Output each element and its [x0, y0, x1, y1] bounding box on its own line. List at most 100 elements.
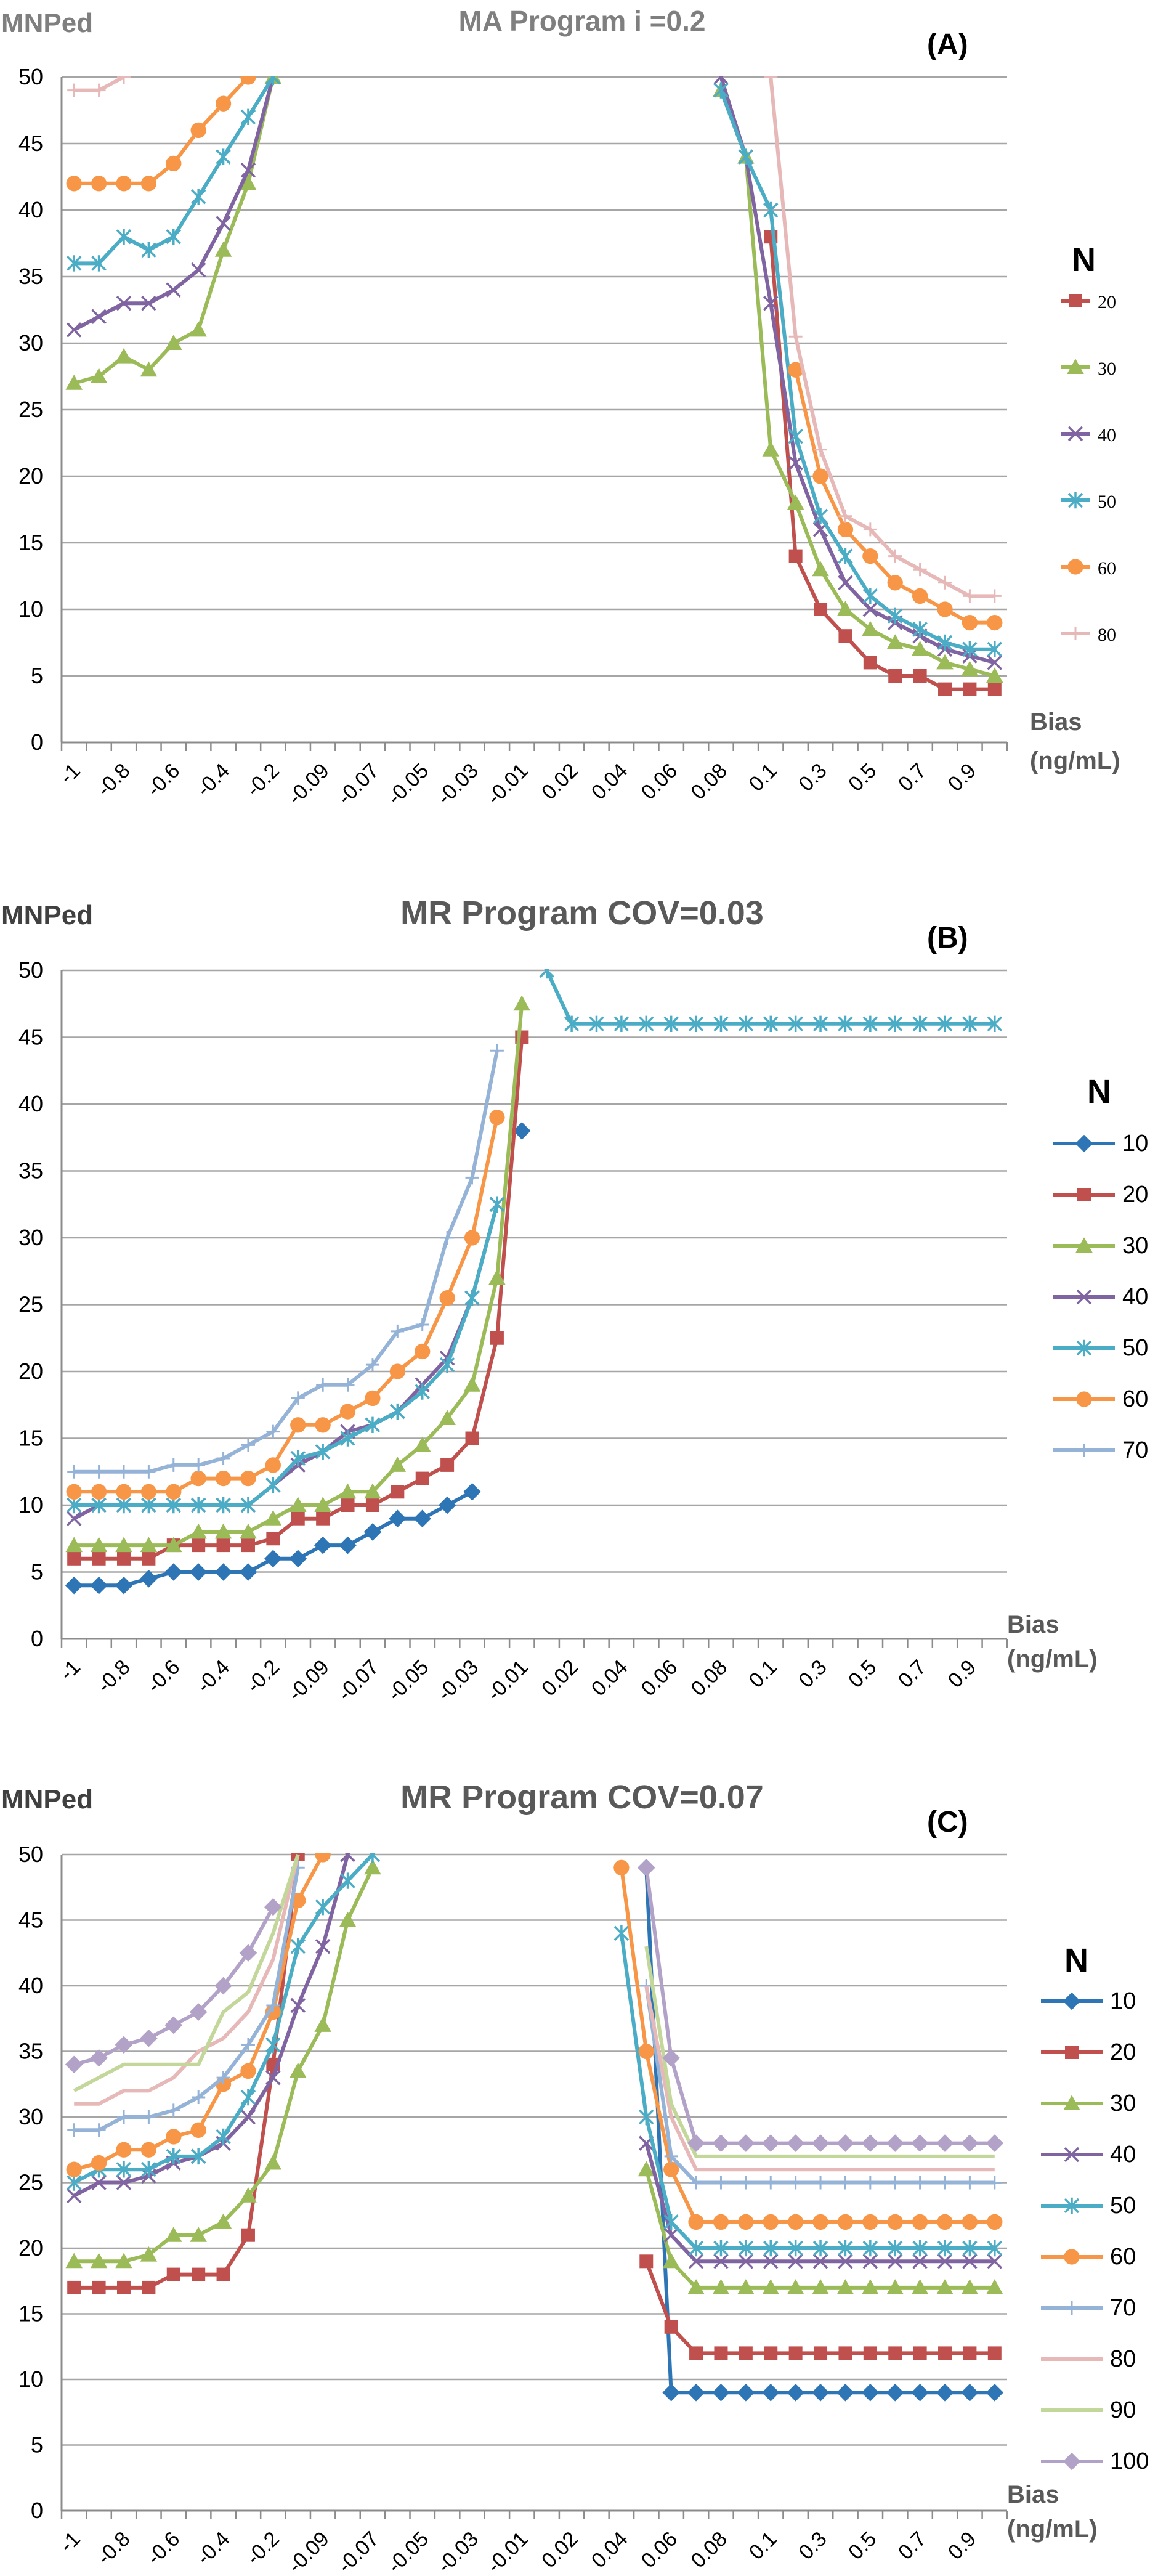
x-tick-label: -0.07: [333, 1656, 384, 1706]
series-30-point: [836, 601, 854, 616]
series-50-point: [166, 229, 182, 245]
legend-label: 90: [1110, 2397, 1136, 2423]
series-60-point: [787, 2214, 804, 2230]
x-tick-label: 0.1: [745, 2527, 782, 2564]
series-60-point: [862, 2214, 878, 2230]
legend-label: 30: [1110, 2090, 1136, 2116]
legend-label: 20: [1110, 2039, 1136, 2065]
series-30-point: [214, 1523, 232, 1539]
legend-label: 60: [1098, 558, 1116, 579]
series-20-point: [266, 1532, 280, 1546]
series-20-point: [764, 2346, 778, 2360]
series-50-point: [91, 255, 107, 272]
series-30-point: [662, 2253, 680, 2269]
series-20-point: [664, 2320, 678, 2334]
series-70-line: [74, 1867, 300, 2132]
series-20-point: [838, 2346, 852, 2360]
series-60-point: [166, 2129, 182, 2145]
series-100-point: [961, 2134, 979, 2152]
x-tick-label: -0.8: [92, 759, 134, 801]
series-30-point: [90, 1537, 108, 1553]
series-60-point: [389, 1363, 405, 1379]
series-40-point: [116, 2175, 132, 2190]
series-30-point: [115, 1537, 132, 1553]
y-tick-label: 0: [31, 2498, 43, 2523]
series-40-point: [66, 2188, 82, 2204]
x-tick-label: -0.09: [283, 2527, 334, 2576]
y-tick-label: 15: [18, 1426, 43, 1451]
series-30-point: [413, 1436, 431, 1452]
series-100-point: [811, 2134, 830, 2152]
series-70-point: [341, 1378, 355, 1392]
series-30: [65, 76, 1003, 683]
x-tick-label: 0.06: [637, 2527, 682, 2573]
legend-label: 40: [1122, 1284, 1148, 1310]
series-50-point: [66, 255, 82, 272]
x-tick-label: -0.4: [192, 759, 234, 801]
series-30-point: [364, 1859, 381, 1875]
legend-item: 60: [1061, 558, 1116, 579]
series-50-point: [987, 2240, 1003, 2257]
series-10-point: [189, 1563, 208, 1581]
series-50-point: [116, 1497, 132, 1514]
series-60-point: [912, 2214, 928, 2230]
series-60-point: [315, 1417, 331, 1433]
y-tick-label: 35: [18, 264, 43, 289]
series-70-point: [266, 1998, 280, 2012]
series-100-point: [886, 2134, 904, 2152]
legend-point: [1076, 1289, 1092, 1305]
series-20-point: [192, 2267, 206, 2281]
series-60-point: [365, 1390, 381, 1407]
legend-point: [1077, 1444, 1091, 1457]
series-30-point: [886, 2279, 904, 2294]
series-40-line: [73, 1854, 350, 2198]
series-10-point: [737, 2384, 755, 2402]
series-60-point: [190, 1470, 206, 1487]
series-20-point: [316, 1511, 330, 1526]
series-60-point: [91, 176, 107, 192]
series-40-point: [912, 2254, 928, 2269]
series-60-point: [116, 2142, 132, 2158]
series-30-point: [762, 2279, 779, 2294]
x-tick-label: -0.8: [92, 2527, 134, 2569]
series-50-line: [619, 1933, 995, 2250]
series-60-point: [912, 588, 928, 604]
legend-item: 90: [1041, 2397, 1136, 2423]
series-20-point: [92, 1551, 106, 1566]
series-80-line: [644, 1985, 995, 2172]
series-20-point: [216, 1538, 230, 1553]
x-tick-label: -1: [55, 2527, 85, 2557]
series-30-point: [140, 361, 158, 377]
series-60-point: [166, 155, 182, 172]
series-30-point: [140, 2246, 158, 2262]
series-60-point: [613, 1859, 630, 1875]
series-90: [73, 1854, 995, 2158]
series-70: [67, 1861, 1002, 2190]
x-tick-label: 0.04: [587, 759, 633, 805]
series-30-point: [190, 2226, 207, 2242]
series-30-point: [339, 1483, 357, 1499]
series-30-point: [936, 654, 954, 670]
y-tick-label: 0: [31, 729, 43, 755]
series-30-point: [290, 2062, 307, 2078]
series-50-point: [912, 1015, 928, 1032]
series-100-point: [936, 2134, 954, 2152]
series-70-point: [166, 2103, 180, 2118]
series-20-point: [838, 629, 852, 643]
series-40-point: [987, 655, 1003, 670]
series-60-point: [862, 548, 878, 564]
series-90-line: [73, 1854, 300, 2093]
series-10-point: [115, 1576, 133, 1595]
series-10-point: [986, 2384, 1004, 2402]
series-50-point: [713, 1015, 729, 1032]
series-50-point: [812, 508, 828, 524]
series-30-point: [339, 1911, 357, 1927]
y-tick-label: 5: [31, 663, 43, 688]
series-20-point: [987, 2346, 1002, 2360]
series-100-point: [737, 2134, 755, 2152]
series-70-point: [192, 1458, 206, 1472]
series-80-point: [863, 522, 877, 537]
series-30-point: [712, 2279, 730, 2294]
